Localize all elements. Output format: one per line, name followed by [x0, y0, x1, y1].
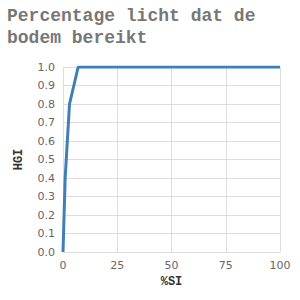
- svg-text:0.9: 0.9: [38, 79, 56, 92]
- svg-text:1.0: 1.0: [38, 61, 56, 74]
- svg-text:50: 50: [165, 259, 179, 272]
- svg-text:0.6: 0.6: [38, 135, 56, 148]
- svg-text:0.4: 0.4: [38, 172, 56, 185]
- svg-text:0.1: 0.1: [38, 227, 56, 240]
- svg-text:25: 25: [110, 259, 124, 272]
- svg-text:Percentage licht dat de: Percentage licht dat de: [7, 6, 266, 26]
- svg-text:0.2: 0.2: [38, 209, 56, 222]
- svg-text:75: 75: [219, 259, 233, 272]
- svg-text:0.7: 0.7: [38, 116, 56, 129]
- svg-text:100: 100: [270, 259, 291, 272]
- svg-text:HGI: HGI: [12, 149, 26, 171]
- svg-text:0.5: 0.5: [38, 153, 56, 166]
- svg-text:0.0: 0.0: [38, 246, 56, 259]
- svg-text:0.3: 0.3: [38, 190, 56, 203]
- svg-text:bodem bereikt: bodem bereikt: [7, 28, 147, 48]
- svg-text:0: 0: [60, 259, 67, 272]
- svg-text:%SI: %SI: [161, 275, 183, 289]
- svg-text:0.8: 0.8: [38, 98, 56, 111]
